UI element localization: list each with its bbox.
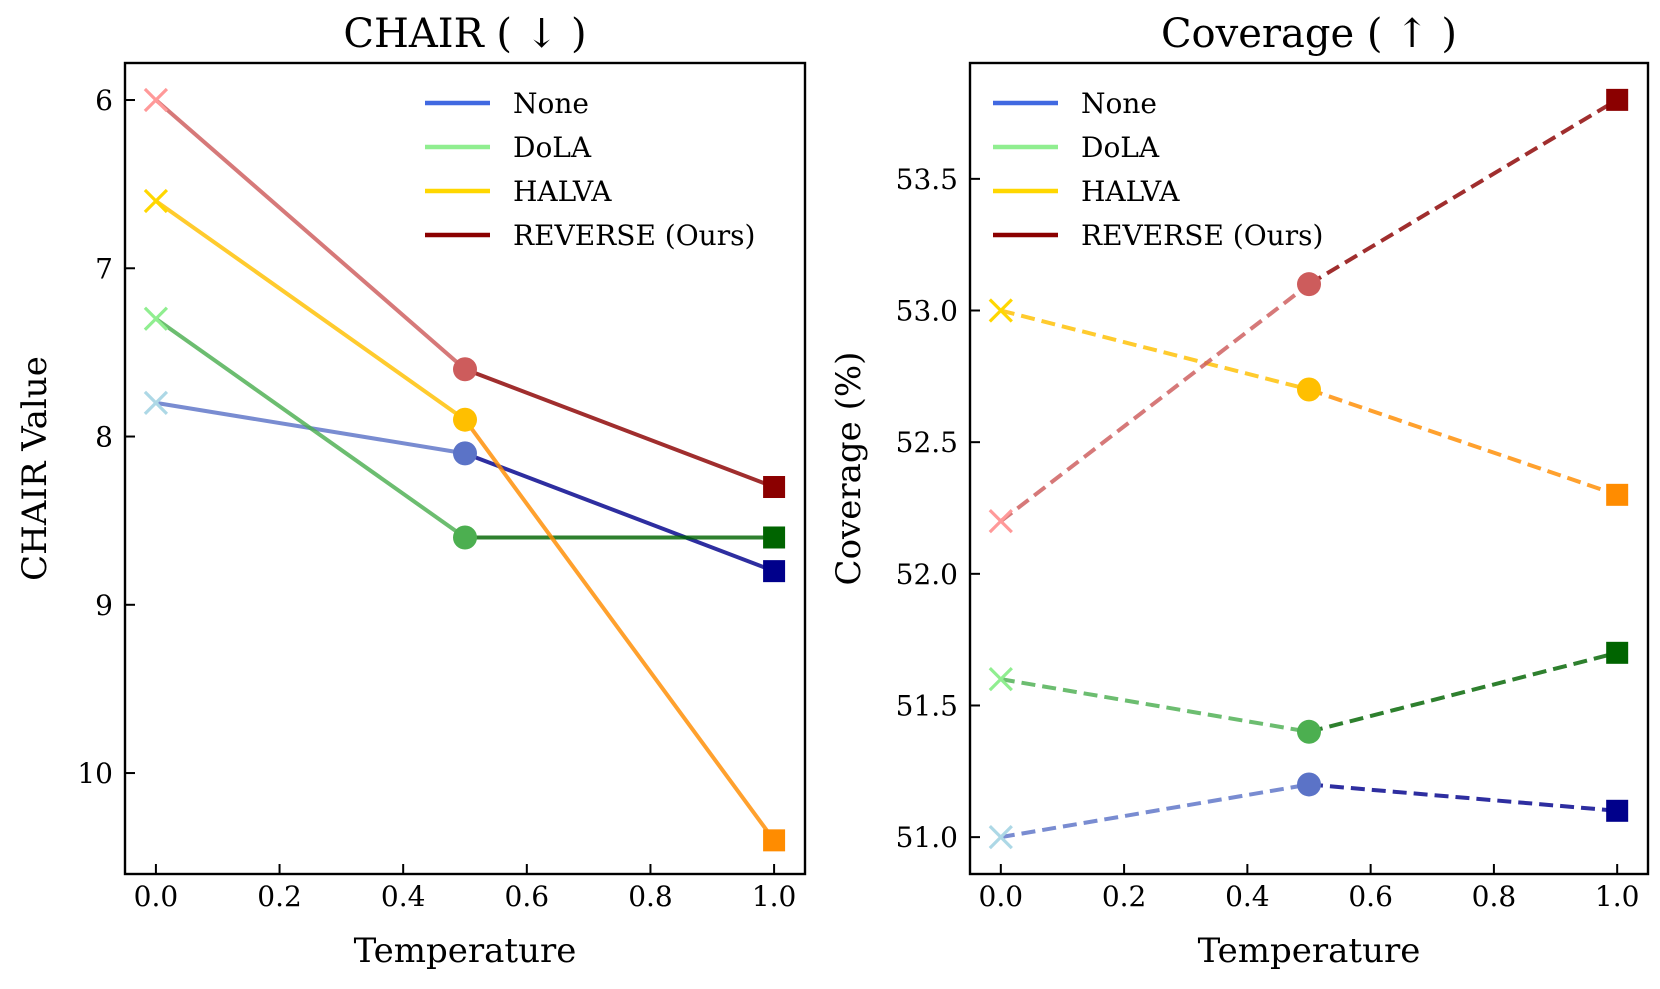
coverage-y-axis-label: Coverage (%): [829, 352, 869, 586]
chair-x-tick-label: 0.4: [381, 880, 426, 913]
coverage-halva-line-segment: [1308, 387, 1618, 497]
chair-x-tick-label: 0.2: [257, 880, 302, 913]
chair-series-halva: [143, 188, 786, 852]
coverage-dola-point-circle: [1297, 719, 1321, 744]
coverage-legend-label-halva: HALVA: [1081, 175, 1180, 208]
chair-none-point-square: [763, 560, 786, 583]
chair-halva-point-cross: [143, 188, 169, 214]
chair-x-tick-label: 0.6: [505, 880, 550, 913]
chair-y-tick-label: 8: [95, 421, 113, 454]
coverage-axes-frame: [968, 61, 1650, 876]
chair-reverse-point-square: [763, 476, 786, 499]
chair-legend-label-reverse: REVERSE (Ours): [513, 219, 755, 252]
chair-dola-point-square: [763, 526, 786, 549]
coverage-dola-point-cross: [988, 667, 1013, 692]
coverage-x-tick-label: 0.4: [1225, 880, 1270, 913]
coverage-y-tick-label: 52.0: [896, 558, 958, 591]
chair-none-point-circle: [453, 441, 477, 466]
chair-series-dola: [143, 306, 786, 550]
coverage-halva-point-cross: [988, 298, 1013, 323]
chair-x-tick-label: 0.0: [134, 880, 179, 913]
coverage-chart-title: Coverage ( ↑ ): [1161, 11, 1457, 57]
chair-axes-frame: [123, 61, 807, 876]
chair-x-tick-label: 0.8: [628, 880, 673, 913]
chair-dola-line-segment: [154, 317, 467, 540]
coverage-reverse-line-segment: [999, 282, 1311, 523]
coverage-none-point-square: [1606, 799, 1629, 822]
coverage-halva-point-square: [1606, 483, 1629, 506]
coverage-dola-line-segment: [1000, 677, 1310, 734]
coverage-series-dola: [988, 641, 1629, 744]
chair-reverse-point-circle: [453, 357, 477, 382]
chair-y-tick-label: 9: [95, 589, 113, 622]
chair-reverse-line-segment: [154, 98, 467, 371]
coverage-legend: None DoLA HALVA REVERSE (Ours): [993, 87, 1323, 252]
coverage-reverse-point-cross: [988, 509, 1013, 534]
coverage-x-tick-label: 0.6: [1348, 880, 1393, 913]
coverage-reverse-point-circle: [1297, 272, 1321, 297]
coverage-y-tick-label: 53.0: [896, 295, 958, 328]
coverage-series-none: [988, 772, 1629, 850]
chair-none-line-segment: [464, 451, 775, 574]
coverage-halva-point-circle: [1297, 377, 1321, 402]
coverage-halva-line-segment: [1000, 308, 1310, 392]
coverage-x-tick-label: 0.8: [1472, 880, 1517, 913]
coverage-legend-label-reverse: REVERSE (Ours): [1081, 219, 1323, 252]
chair-x-tick-label: 1.0: [752, 880, 797, 913]
chair-halva-line-segment: [154, 199, 467, 422]
coverage-dola-line-segment: [1308, 650, 1618, 734]
coverage-y-tick-label: 51.0: [896, 821, 958, 854]
coverage-x-axis-label: Temperature: [1198, 931, 1421, 971]
chair-dola-point-circle: [453, 525, 477, 550]
chair-reverse-line-segment: [464, 367, 775, 489]
coverage-none-line-segment: [1000, 782, 1310, 840]
chair-chart: CHAIR ( ↓ ) 0.0 0.2 0.4 0.6 0.8 1.0 6 7 8 9 10 Tempe…: [15, 11, 807, 971]
chair-y-tick-label: 6: [95, 84, 113, 117]
chair-reverse-point-cross: [143, 87, 169, 113]
coverage-dola-point-square: [1606, 641, 1629, 664]
chair-y-tick-label: 10: [77, 757, 113, 790]
coverage-x-tick-label: 1.0: [1595, 880, 1640, 913]
coverage-reverse-point-square: [1606, 88, 1629, 111]
coverage-none-point-cross: [988, 825, 1013, 850]
chair-none-point-cross: [143, 390, 169, 416]
coverage-legend-label-dola: DoLA: [1081, 131, 1160, 164]
chair-y-axis-label: CHAIR Value: [15, 356, 55, 581]
chair-series-reverse: [143, 87, 786, 499]
coverage-x-tick-label: 0.0: [979, 880, 1024, 913]
coverage-y-tick-label: 53.5: [896, 163, 958, 196]
coverage-series-halva: [988, 298, 1629, 506]
coverage-legend-label-none: None: [1081, 87, 1157, 120]
coverage-none-point-circle: [1297, 772, 1321, 797]
coverage-x-tick-label: 0.2: [1102, 880, 1147, 913]
chair-legend-label-halva: HALVA: [513, 175, 612, 208]
chair-chart-title: CHAIR ( ↓ ): [343, 11, 586, 57]
chair-legend: None DoLA HALVA REVERSE (Ours): [425, 87, 755, 252]
coverage-y-tick-label: 51.5: [896, 689, 958, 722]
chair-halva-point-circle: [453, 407, 477, 432]
chair-y-tick-label: 7: [95, 252, 113, 285]
coverage-y-tick-label: 52.5: [896, 426, 958, 459]
chair-legend-label-none: None: [513, 87, 589, 120]
chair-x-axis-label: Temperature: [354, 931, 577, 971]
coverage-chart: Coverage ( ↑ ) 0.0 0.2 0.4 0.6 0.8 1.0 51.0 51.5…: [829, 11, 1650, 971]
chair-dola-point-cross: [143, 306, 169, 331]
chair-halva-point-square: [763, 829, 786, 852]
coverage-series-reverse: [988, 88, 1629, 534]
chair-halva-line-segment: [463, 418, 776, 842]
coverage-reverse-line-segment: [1307, 98, 1619, 286]
coverage-none-line-segment: [1308, 782, 1618, 813]
chair-legend-label-dola: DoLA: [513, 131, 592, 164]
